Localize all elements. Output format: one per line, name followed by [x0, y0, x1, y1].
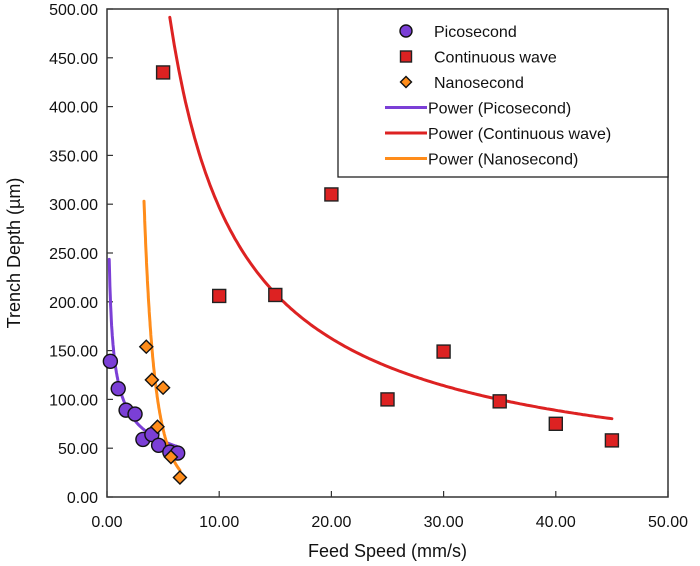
legend-square-icon: [399, 50, 413, 63]
y-tick-label: 250.00: [49, 246, 98, 263]
data-point-nanosecond: [172, 469, 188, 485]
y-tick-label: 400.00: [49, 100, 98, 117]
legend-label-continuous-wave: Continuous wave: [434, 50, 557, 67]
data-point-nanosecond: [155, 380, 171, 396]
legend-circle-icon: [399, 24, 413, 38]
y-tick-label: 0.00: [67, 490, 98, 507]
data-point-nanosecond: [163, 449, 179, 465]
data-point-nanosecond: [138, 339, 154, 355]
legend-diamond-icon: [399, 75, 413, 89]
y-tick-label: 50.00: [58, 441, 98, 458]
legend-box: [337, 8, 669, 178]
data-point-continuous-wave: [268, 287, 283, 303]
x-tick-label: 30.00: [424, 514, 464, 531]
x-axis-ticks: 0.00 10.00 20.00 30.00 40.00 50.00: [91, 491, 688, 531]
legend-label-nanosecond: Nanosecond: [434, 75, 524, 92]
trendline-power-picosecond: [107, 257, 180, 449]
x-tick-label: 40.00: [536, 514, 576, 531]
y-tick-label: 450.00: [49, 51, 98, 68]
y-axis-ticks: 0.00 50.00 100.00 150.00 200.00 250.00 300.00 3…: [49, 2, 113, 507]
data-point-continuous-wave: [548, 416, 563, 431]
trendline-power-continuous-wave: [168, 15, 614, 421]
data-points: [102, 65, 620, 485]
legend: Picosecond Continuous wave Nanosecond Power…: [337, 8, 669, 178]
data-point-continuous-wave: [380, 392, 395, 407]
data-point-continuous-wave: [211, 288, 227, 304]
y-tick-label: 500.00: [49, 2, 98, 19]
data-point-picosecond: [102, 353, 119, 370]
y-tick-label: 350.00: [49, 148, 98, 165]
x-tick-label: 0.00: [91, 514, 122, 531]
legend-label-picosecond: Picosecond: [434, 24, 517, 41]
legend-label-power-nanosecond: Power (Nanosecond): [428, 152, 578, 169]
x-tick-label: 50.00: [648, 514, 688, 531]
y-axis-title: Trench Depth (µm): [4, 178, 24, 329]
x-tick-label: 20.00: [311, 514, 351, 531]
y-tick-label: 150.00: [49, 344, 98, 361]
data-point-continuous-wave: [436, 344, 451, 359]
data-point-continuous-wave: [492, 394, 507, 409]
x-axis-title: Feed Speed (mm/s): [308, 541, 467, 561]
y-tick-label: 300.00: [49, 197, 98, 214]
data-point-picosecond: [150, 437, 167, 453]
data-point-nanosecond: [150, 419, 165, 435]
x-tick-label: 10.00: [199, 514, 239, 531]
y-tick-label: 100.00: [49, 392, 98, 409]
data-point-nanosecond: [144, 372, 160, 388]
data-point-continuous-wave: [324, 187, 339, 202]
data-point-continuous-wave: [155, 65, 171, 80]
data-point-continuous-wave: [604, 433, 620, 448]
legend-label-power-picosecond: Power (Picosecond): [428, 101, 571, 118]
data-point-picosecond: [127, 406, 143, 422]
data-point-picosecond: [110, 380, 126, 397]
legend-label-power-continuous-wave: Power (Continuous wave): [428, 126, 611, 143]
y-tick-label: 200.00: [49, 295, 98, 312]
